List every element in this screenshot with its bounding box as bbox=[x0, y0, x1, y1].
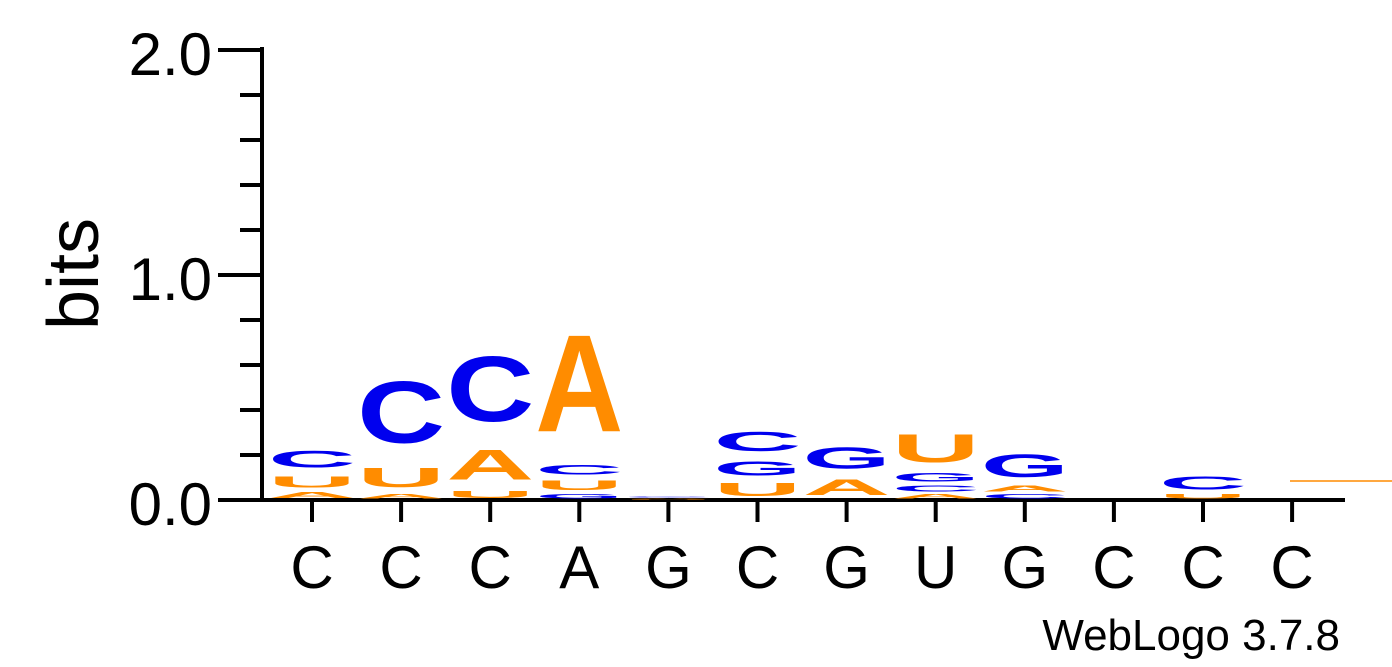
logo-letter-c: C bbox=[446, 337, 534, 440]
x-tick-label: A bbox=[559, 534, 599, 601]
logo-letter-g: G bbox=[624, 495, 712, 496]
logo-letter-u: U bbox=[892, 426, 980, 471]
letter-stack: AUC bbox=[357, 363, 445, 500]
logo-letter-g: G bbox=[714, 457, 802, 480]
logo-letter-a: A bbox=[268, 491, 356, 500]
logo-letter-g: G bbox=[803, 441, 891, 475]
logo-letter-a: A bbox=[981, 484, 1069, 493]
x-tick-label: U bbox=[914, 534, 957, 601]
weblogo-footer: WebLogo 3.7.8 bbox=[1042, 611, 1340, 660]
x-tick-label: C bbox=[379, 534, 422, 601]
logo-letter-c: C bbox=[892, 484, 980, 493]
letter-stack: UAC bbox=[446, 337, 534, 500]
logo-letter-a: A bbox=[535, 306, 623, 461]
y-tick-label: 2.0 bbox=[129, 21, 212, 88]
x-tick-label: C bbox=[1270, 534, 1313, 601]
x-tick-label: C bbox=[469, 534, 512, 601]
logo-letter-u: U bbox=[714, 480, 802, 500]
logo-letter-c: C bbox=[981, 493, 1069, 500]
x-tick-label: C bbox=[736, 534, 779, 601]
y-tick-label: 1.0 bbox=[129, 246, 212, 313]
logo-letter-u: U bbox=[268, 473, 356, 491]
y-tick-label: 0.0 bbox=[129, 471, 212, 538]
letter-stack: AG bbox=[803, 441, 891, 500]
x-tick-label: C bbox=[290, 534, 333, 601]
x-tick-label: C bbox=[1092, 534, 1135, 601]
logo-letter-a: A bbox=[357, 493, 445, 500]
logo-letter-a: A bbox=[892, 493, 980, 500]
letter-stack: UC bbox=[1159, 473, 1247, 500]
logo-letter-a: A bbox=[803, 475, 891, 500]
logo-letter-c: C bbox=[1159, 473, 1247, 493]
x-tick-label: G bbox=[1001, 534, 1048, 601]
logo-letter-g: G bbox=[892, 471, 980, 484]
logo-letter-u: U bbox=[446, 489, 534, 500]
letter-stack: CAG bbox=[981, 448, 1069, 500]
y-axis: bits 0.0 1.0 2.0 bbox=[34, 21, 264, 538]
logo-letter-u: U bbox=[624, 499, 712, 500]
logo-letter-c: C bbox=[714, 426, 802, 457]
logo-letter-c: C bbox=[268, 446, 356, 473]
logo-letter-g: G bbox=[535, 493, 623, 500]
logo-letter-u: U bbox=[1159, 493, 1247, 500]
logo-letter-g: G bbox=[981, 448, 1069, 484]
letter-stack: UGC bbox=[714, 426, 802, 500]
logo-letter-a: A bbox=[624, 498, 712, 499]
logo-letter-c: C bbox=[357, 363, 445, 462]
logo-letter-u: U bbox=[535, 478, 623, 494]
logo-letter-c: C bbox=[624, 497, 712, 498]
x-tick-label: G bbox=[645, 534, 692, 601]
logo-letter-u: U bbox=[357, 462, 445, 493]
y-axis-label: bits bbox=[34, 218, 114, 330]
letter-stack: AUC bbox=[268, 446, 356, 500]
x-tick-label: C bbox=[1181, 534, 1224, 601]
logo-letter-c: C bbox=[535, 462, 623, 478]
x-tick-label: G bbox=[823, 534, 870, 601]
logo-letter-a: A bbox=[446, 442, 534, 489]
